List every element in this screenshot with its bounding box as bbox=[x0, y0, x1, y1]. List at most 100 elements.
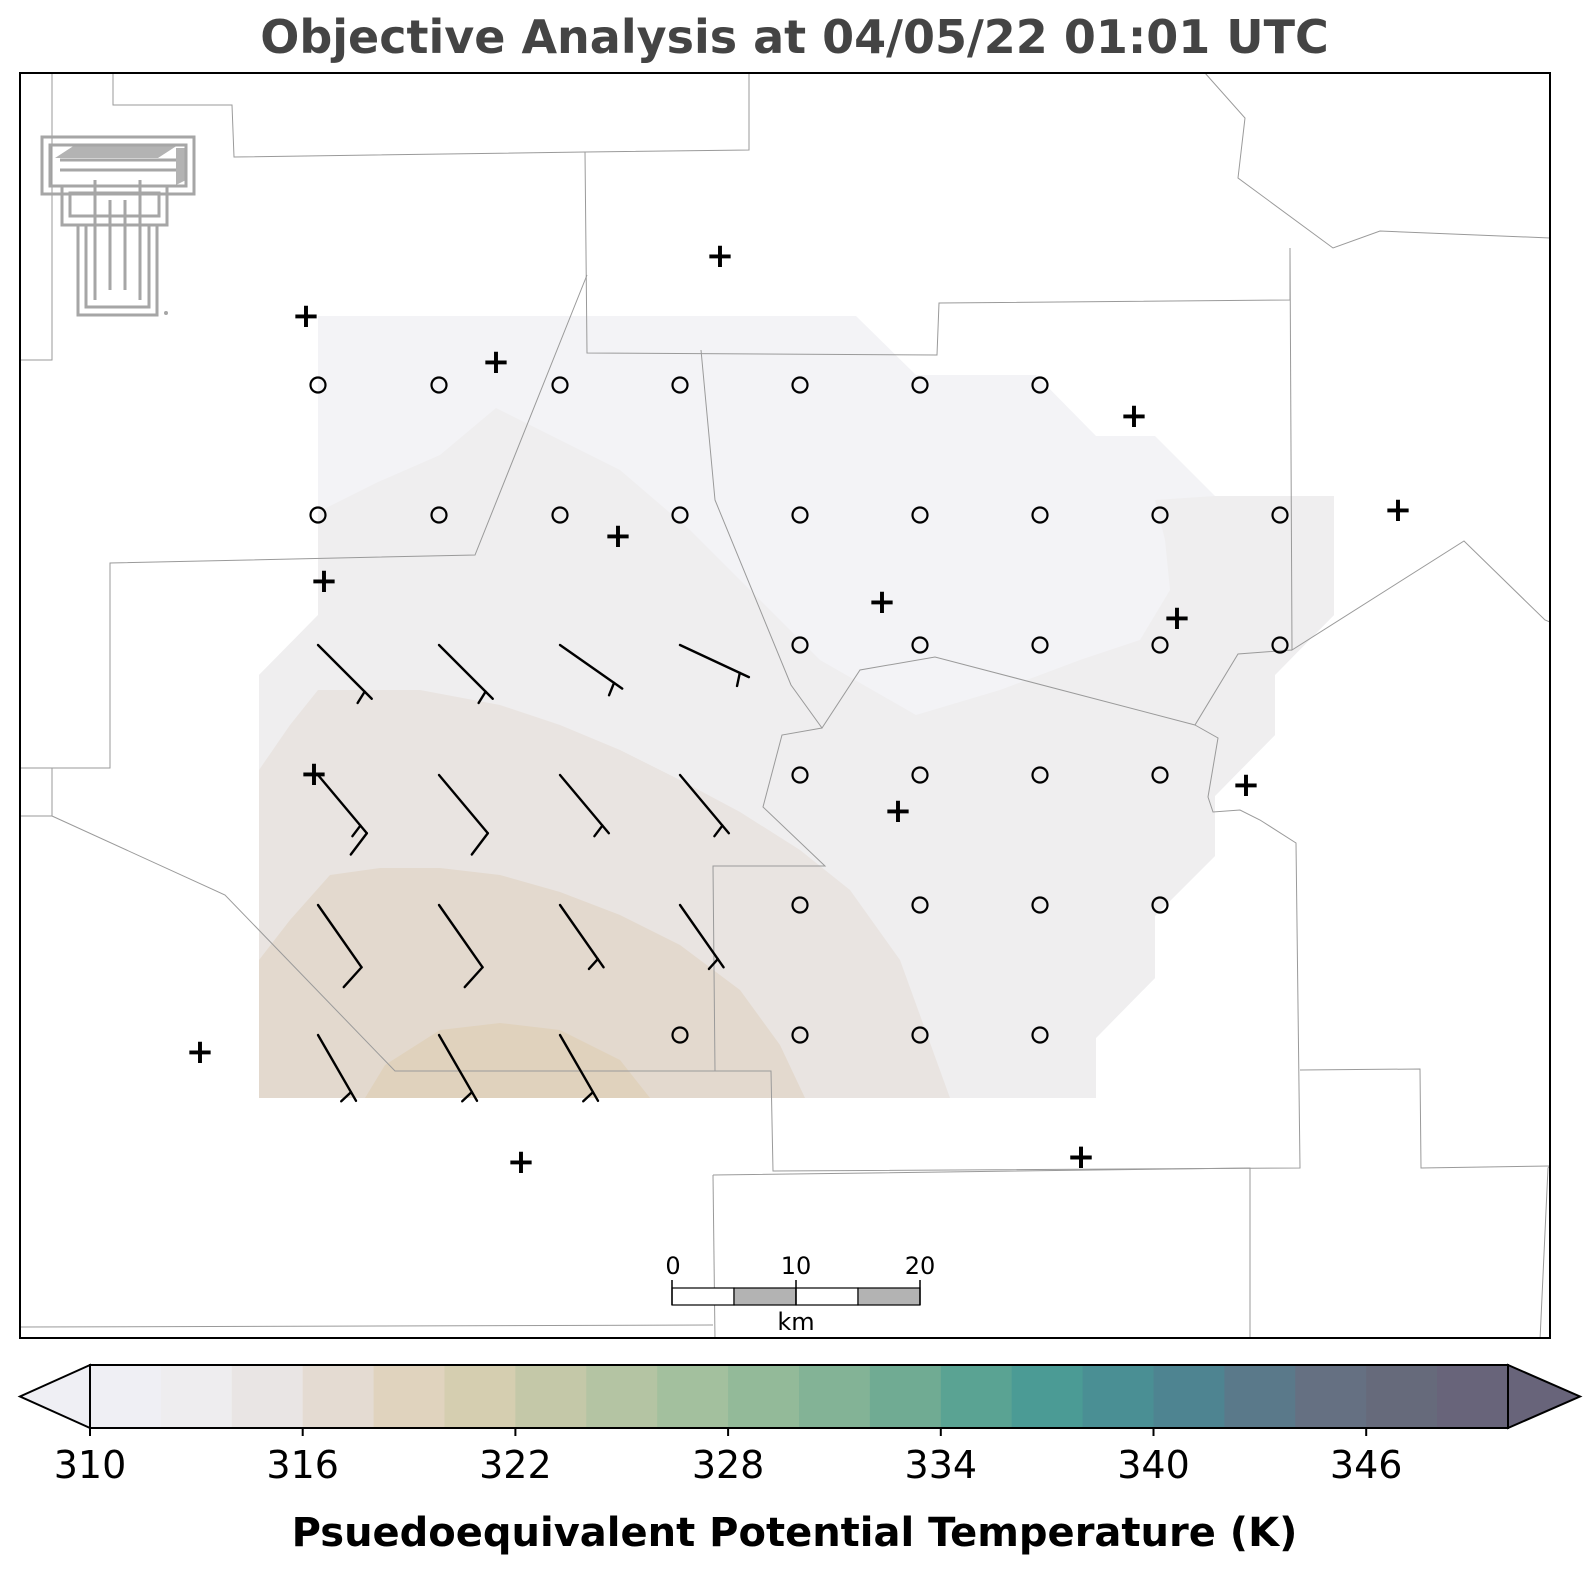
calm-marker bbox=[1151, 766, 1169, 784]
colorbar-bin bbox=[373, 1365, 445, 1428]
wind-barb bbox=[316, 1033, 358, 1103]
colorbar: 310 316 322 328 334 340 346 bbox=[17, 1363, 1583, 1487]
scale-bar-seg-2 bbox=[733, 1287, 797, 1306]
county-boundaries bbox=[20, 73, 1550, 1338]
calm-marker bbox=[791, 766, 809, 784]
colorbar-label: Psuedoequivalent Potential Temperature (… bbox=[291, 1510, 1298, 1556]
calm-marker bbox=[911, 896, 929, 914]
station-marker: + bbox=[1232, 765, 1261, 805]
colorbar-bin bbox=[1366, 1365, 1438, 1428]
wind-barb bbox=[558, 643, 624, 697]
calm-marker bbox=[551, 376, 569, 394]
calm-marker bbox=[791, 896, 809, 914]
station-markers: ++++++++ ++++++ ++ bbox=[186, 236, 1413, 1182]
wind-barb bbox=[437, 773, 490, 856]
calm-marker bbox=[1031, 376, 1049, 394]
colorbar-extend-high bbox=[1507, 1363, 1583, 1430]
colorbar-bin bbox=[728, 1365, 800, 1428]
calm-marker bbox=[1031, 896, 1049, 914]
calm-marker bbox=[1031, 766, 1049, 784]
scale-bar: 0 10 20 km bbox=[665, 1252, 935, 1336]
colorbar-tick-label: 316 bbox=[266, 1443, 339, 1487]
calm-marker bbox=[911, 376, 929, 394]
station-marker: + bbox=[1120, 396, 1149, 436]
calm-marker bbox=[1031, 636, 1049, 654]
calm-marker bbox=[911, 1026, 929, 1044]
colorbar-frame bbox=[89, 1364, 1509, 1429]
calm-marker bbox=[671, 1026, 689, 1044]
wind-barb bbox=[678, 643, 751, 688]
calm-marker bbox=[309, 506, 327, 524]
colorbar-bin bbox=[869, 1365, 942, 1428]
wind-barb bbox=[558, 903, 605, 971]
colorbar-bin bbox=[160, 1365, 233, 1428]
colorbar-bin bbox=[1082, 1365, 1154, 1428]
wind-barb bbox=[678, 773, 731, 838]
colorbar-tick-label: 328 bbox=[692, 1443, 765, 1487]
colorbar-bin bbox=[1295, 1365, 1367, 1428]
wind-barb bbox=[558, 1033, 600, 1103]
calm-marker bbox=[791, 636, 809, 654]
colorbar-tick-label: 310 bbox=[54, 1443, 127, 1487]
station-marker: + bbox=[1163, 598, 1192, 638]
calm-markers bbox=[309, 376, 1289, 1044]
station-marker: + bbox=[507, 1142, 536, 1182]
station-marker: + bbox=[1384, 490, 1413, 530]
wind-barb bbox=[558, 773, 611, 838]
calm-marker bbox=[791, 1026, 809, 1044]
scale-bar-tick-0: 0 bbox=[665, 1252, 680, 1280]
calm-marker bbox=[1271, 636, 1289, 654]
colorbar-tick-label: 322 bbox=[479, 1443, 552, 1487]
calm-marker bbox=[1031, 1026, 1049, 1044]
wind-barb bbox=[678, 903, 725, 971]
scale-bar-unit: km bbox=[777, 1308, 814, 1336]
calm-marker bbox=[911, 766, 929, 784]
thetae-fill-band-5 bbox=[365, 1023, 650, 1098]
calm-marker bbox=[791, 506, 809, 524]
station-marker: + bbox=[310, 561, 339, 601]
calm-marker bbox=[791, 376, 809, 394]
calm-marker bbox=[430, 506, 448, 524]
colorbar-tick-label: 334 bbox=[905, 1443, 978, 1487]
colorbar-extend-low bbox=[17, 1363, 91, 1430]
map-title: Objective Analysis at 04/05/22 01:01 UTC bbox=[260, 10, 1329, 64]
map-panel: ++++++++ ++++++ ++ 0 10 20 km bbox=[20, 73, 1550, 1338]
calm-marker bbox=[1151, 636, 1169, 654]
wind-barb bbox=[437, 643, 494, 705]
wind-barb bbox=[437, 1033, 479, 1103]
colorbar-bin bbox=[1437, 1365, 1509, 1428]
wind-barbs bbox=[316, 643, 751, 1103]
colorbar-bin bbox=[302, 1365, 375, 1428]
colorbar-bin bbox=[1011, 1365, 1084, 1428]
colorbar-bin bbox=[231, 1365, 304, 1428]
calm-marker bbox=[1031, 506, 1049, 524]
station-marker: + bbox=[1067, 1137, 1096, 1177]
calm-marker bbox=[911, 506, 929, 524]
calm-marker bbox=[1271, 506, 1289, 524]
scale-bar-tick-20: 20 bbox=[905, 1252, 936, 1280]
thetae-fill-band-4 bbox=[259, 868, 805, 1098]
calm-marker bbox=[309, 376, 327, 394]
wind-barb bbox=[316, 903, 363, 989]
colorbar-bin bbox=[1224, 1365, 1296, 1428]
double-t-logo bbox=[40, 135, 196, 317]
wind-barb bbox=[437, 903, 484, 989]
station-marker: + bbox=[186, 1032, 215, 1072]
colorbar-bin bbox=[940, 1365, 1013, 1428]
scale-bar-seg-3 bbox=[795, 1287, 859, 1306]
colorbar-tick-label: 346 bbox=[1330, 1443, 1403, 1487]
calm-marker bbox=[671, 506, 689, 524]
map-frame bbox=[19, 72, 1551, 1339]
colorbar-bin bbox=[1153, 1365, 1225, 1428]
calm-marker bbox=[430, 376, 448, 394]
colorbar-tick-label: 340 bbox=[1117, 1443, 1190, 1487]
calm-marker bbox=[911, 636, 929, 654]
colorbar-bin bbox=[444, 1365, 516, 1428]
colorbar-bin bbox=[586, 1365, 658, 1428]
station-marker: + bbox=[482, 342, 511, 382]
station-marker: + bbox=[300, 754, 329, 794]
scale-bar-tick-10: 10 bbox=[781, 1252, 812, 1280]
calm-marker bbox=[1151, 896, 1169, 914]
scale-bar-seg-4 bbox=[857, 1287, 921, 1306]
calm-marker bbox=[1151, 506, 1169, 524]
